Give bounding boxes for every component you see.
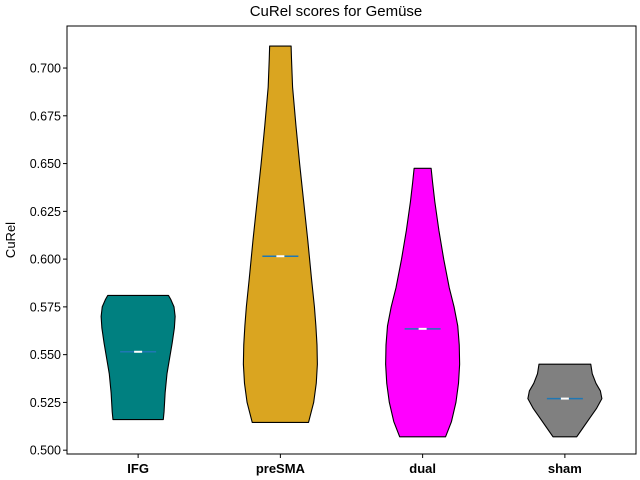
y-axis-label: CuRel — [3, 222, 18, 258]
violin-presma — [242, 45, 318, 424]
x-axis: IFG preSMA dual sham — [127, 454, 582, 476]
x-tick-label: sham — [548, 461, 582, 476]
violin-dual — [385, 167, 461, 438]
y-tick-label: 0.650 — [30, 157, 61, 171]
x-tick-label: IFG — [127, 461, 149, 476]
x-tick-label: dual — [409, 461, 436, 476]
y-tick-label: 0.625 — [30, 205, 61, 219]
y-tick-label: 0.600 — [30, 253, 61, 267]
x-tick-label: preSMA — [256, 461, 306, 476]
violins — [100, 45, 603, 438]
y-tick-label: 0.675 — [30, 109, 61, 123]
y-tick-label: 0.500 — [30, 444, 61, 458]
y-tick-label: 0.700 — [30, 62, 61, 76]
plot-frame — [66, 25, 637, 455]
y-axis: 0.500 0.525 0.550 0.575 0.600 0.625 0.650 0.675… — [30, 62, 67, 458]
violin-ifg — [100, 294, 176, 421]
y-tick-label: 0.575 — [30, 300, 61, 314]
chart-title: CuRel scores for Gemüse — [250, 3, 423, 20]
y-tick-label: 0.525 — [30, 396, 61, 410]
violin-sham — [527, 363, 603, 438]
y-tick-label: 0.550 — [30, 348, 61, 362]
